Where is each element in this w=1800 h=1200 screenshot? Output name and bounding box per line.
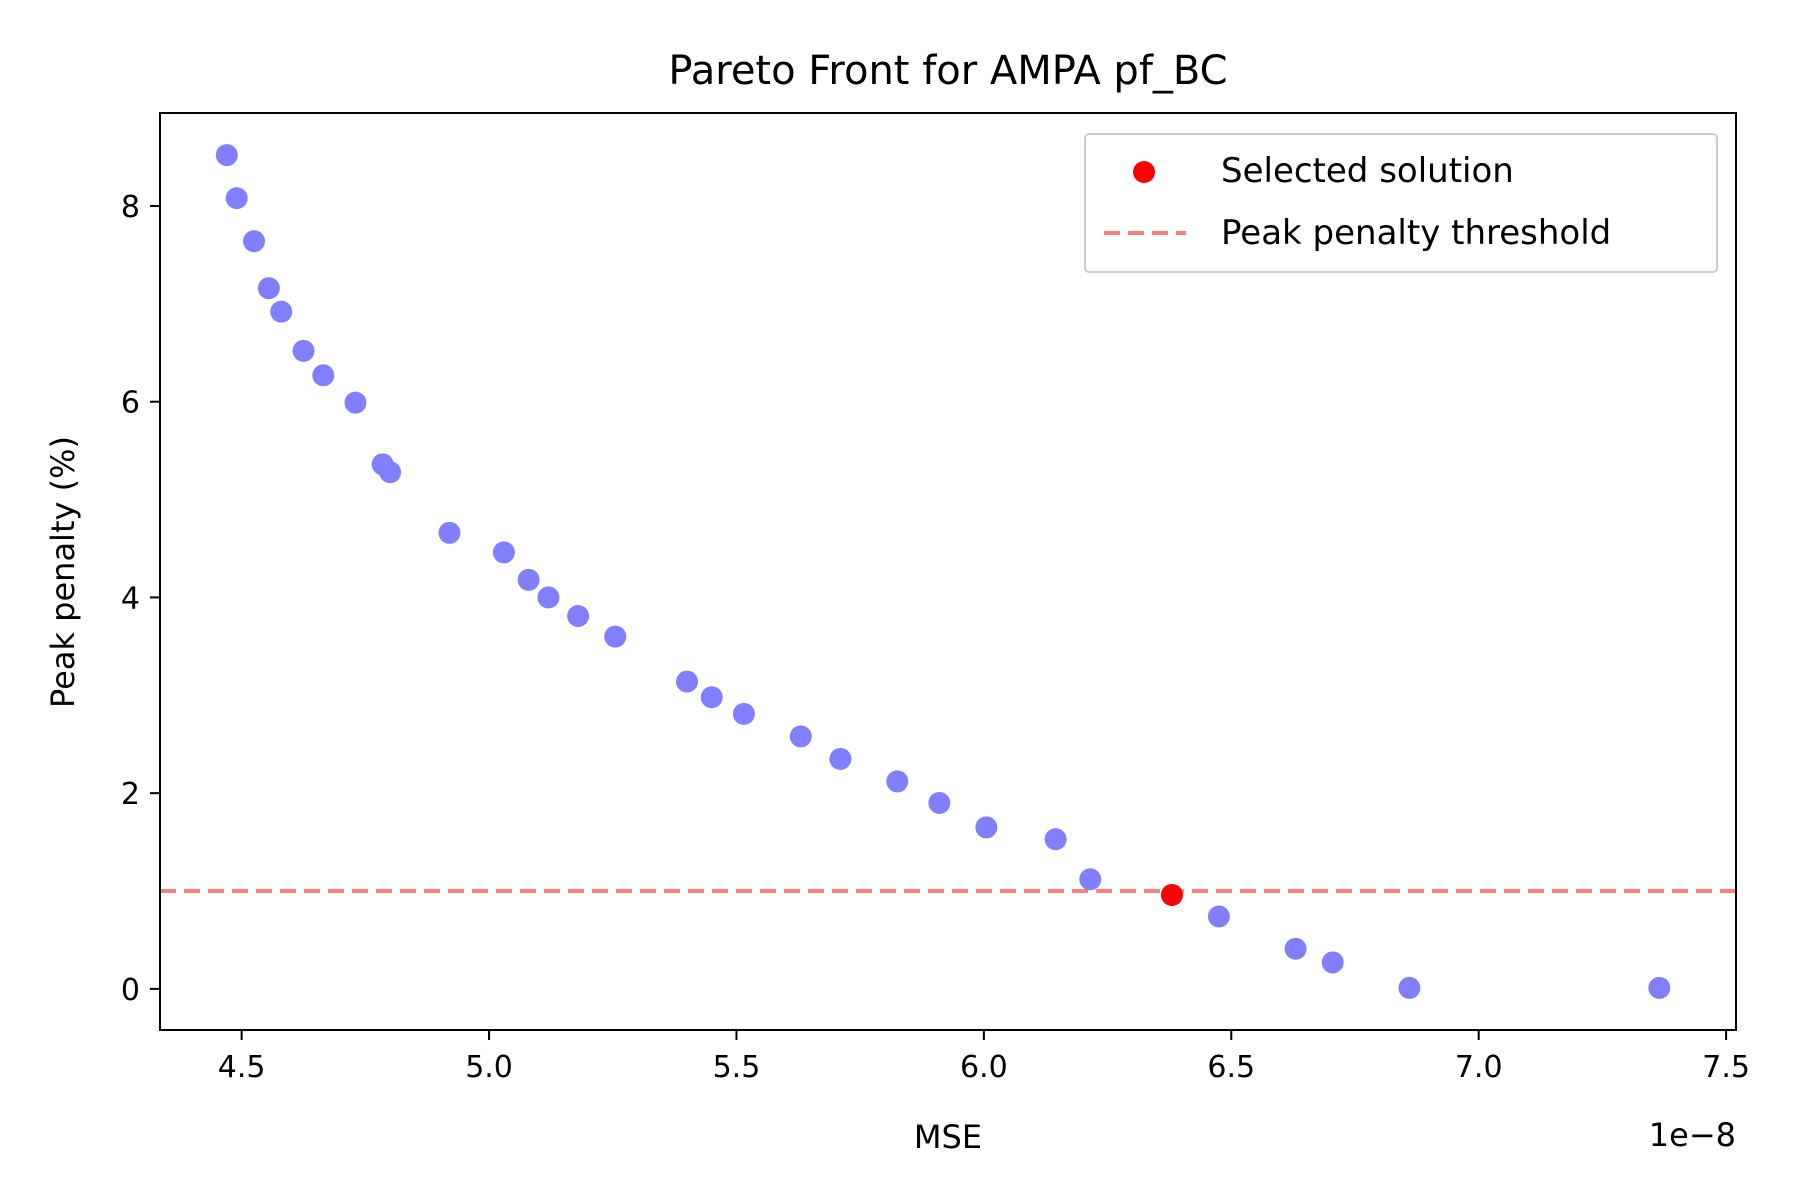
y-tick-label: 2	[121, 777, 140, 812]
pareto-point-10	[438, 521, 461, 544]
pareto-point-23	[975, 816, 998, 839]
selected-solution-point	[1160, 883, 1183, 906]
pareto-point-30	[1648, 976, 1671, 999]
pareto-point-28	[1321, 951, 1344, 974]
pareto-point-13	[537, 586, 560, 609]
pareto-point-18	[732, 702, 755, 725]
legend-label-peak-penalty-threshold: Peak penalty threshold	[1221, 213, 1611, 253]
pareto-point-5	[292, 339, 315, 362]
y-tick-label: 0	[121, 973, 140, 1008]
pareto-point-7	[344, 391, 367, 414]
x-axis-label: MSE	[914, 1118, 982, 1156]
pareto-point-3	[257, 277, 280, 300]
y-tick-label: 6	[121, 386, 140, 421]
pareto-point-25	[1079, 868, 1102, 891]
pareto-point-11	[492, 541, 515, 564]
y-tick-label: 8	[121, 190, 140, 225]
legend-marker-selected-solution	[1133, 161, 1155, 183]
pareto-point-24	[1044, 828, 1067, 851]
pareto-point-29	[1398, 976, 1421, 999]
y-axis-label: Peak penalty (%)	[44, 436, 82, 708]
pareto-point-14	[567, 605, 590, 628]
pareto-point-17	[700, 686, 723, 709]
legend-box	[1084, 133, 1718, 273]
x-tick-label: 5.5	[713, 1050, 761, 1085]
pareto-point-15	[604, 625, 627, 648]
pareto-point-27	[1284, 937, 1307, 960]
pareto-point-22	[928, 791, 951, 814]
y-tick-label: 4	[121, 581, 140, 616]
plot-frame	[159, 112, 1737, 1031]
x-tick-label: 6.0	[960, 1050, 1008, 1085]
x-axis-offset-label: 1e−8	[1649, 1116, 1736, 1154]
pareto-point-19	[789, 725, 812, 748]
legend: Selected solution Peak penalty threshold	[1084, 133, 1718, 273]
y-axis: 0 2 4 6 8	[121, 190, 160, 1008]
legend-label-selected-solution: Selected solution	[1221, 151, 1514, 191]
x-axis: 4.5 5.0 5.5 6.0 6.5 7.0 7.5	[218, 1030, 1750, 1085]
chart-title: Pareto Front for AMPA pf_BC	[668, 48, 1227, 94]
x-tick-label: 7.0	[1455, 1050, 1503, 1085]
pareto-point-0	[215, 144, 238, 167]
pareto-point-6	[312, 364, 335, 387]
x-tick-label: 7.5	[1702, 1050, 1750, 1085]
x-tick-label: 5.0	[465, 1050, 513, 1085]
pareto-point-20	[829, 747, 852, 770]
pareto-point-1	[225, 187, 248, 210]
pareto-point-9	[379, 461, 402, 484]
pareto-point-21	[886, 770, 909, 793]
x-tick-label: 4.5	[218, 1050, 266, 1085]
pareto-point-16	[675, 670, 698, 693]
pareto-point-4	[270, 300, 293, 323]
pareto-point-2	[243, 230, 266, 253]
plot-area	[160, 144, 1736, 999]
pareto-point-26	[1207, 905, 1230, 928]
x-tick-label: 6.5	[1207, 1050, 1255, 1085]
pareto-point-12	[517, 568, 540, 591]
